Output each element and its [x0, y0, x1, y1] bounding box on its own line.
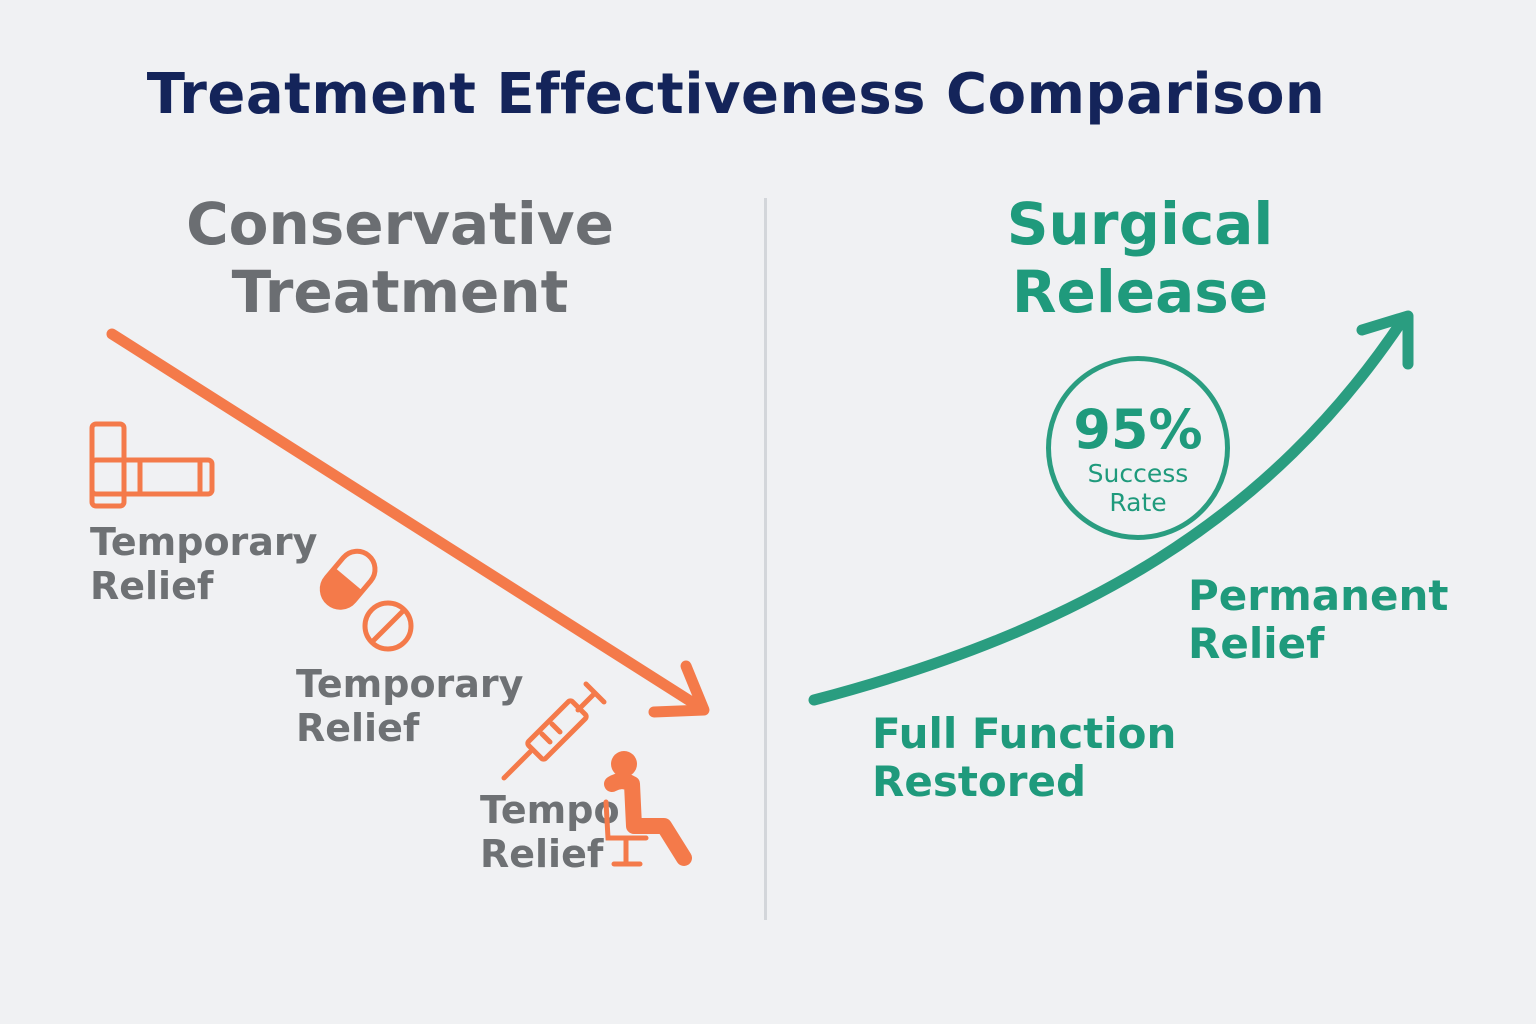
relief-label-3-line1: Tempo — [480, 788, 620, 832]
success-rate-value: 95% — [1073, 398, 1203, 461]
seated-person-icon — [603, 751, 692, 867]
relief-label-3: Tempo Relief — [480, 788, 620, 876]
full-function-line2: Restored — [872, 757, 1087, 806]
conservative-heading: Conservative Treatment — [150, 190, 650, 326]
success-rate-line2: Rate — [1109, 488, 1167, 517]
upward-trend-arrow — [808, 310, 1414, 706]
syringe-icon — [501, 681, 607, 781]
relief-label-1-line2: Relief — [90, 564, 214, 608]
conservative-heading-line2: Treatment — [231, 258, 569, 326]
permanent-relief-line1: Permanent — [1188, 571, 1449, 620]
permanent-relief-line2: Relief — [1188, 619, 1325, 668]
relief-label-2: Temporary Relief — [296, 662, 523, 750]
splint-icon — [89, 421, 215, 509]
success-rate-badge: 95% Success Rate — [1046, 356, 1230, 540]
full-function-line1: Full Function — [872, 709, 1177, 758]
success-rate-line1: Success — [1087, 459, 1189, 488]
relief-label-2-line2: Relief — [296, 706, 420, 750]
center-divider — [764, 198, 767, 920]
relief-label-3-line2: Relief — [480, 832, 604, 876]
relief-label-1-line1: Temporary — [90, 520, 318, 564]
relief-label-2-line1: Temporary — [296, 662, 524, 706]
downward-trend-arrow — [106, 328, 710, 718]
permanent-relief-label: Permanent Relief — [1188, 572, 1448, 668]
page-title: Treatment Effectiveness Comparison — [146, 62, 1326, 127]
relief-label-1: Temporary Relief — [90, 520, 317, 608]
pill-icon — [319, 548, 414, 652]
surgical-heading: Surgical Release — [1006, 190, 1274, 326]
full-function-label: Full Function Restored — [872, 710, 1176, 806]
conservative-heading-line1: Conservative — [186, 190, 614, 258]
